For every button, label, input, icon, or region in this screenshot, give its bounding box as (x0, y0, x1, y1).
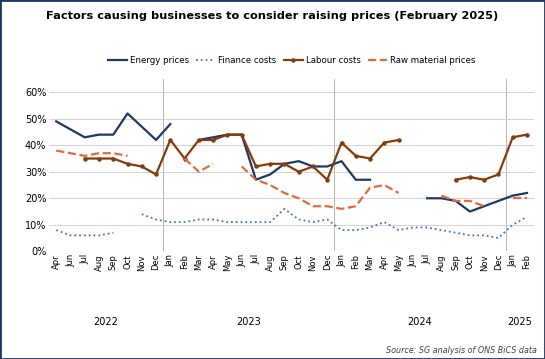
Text: 2025: 2025 (507, 317, 532, 327)
Text: 2024: 2024 (408, 317, 432, 327)
Text: Factors causing businesses to consider raising prices (February 2025): Factors causing businesses to consider r… (46, 11, 499, 21)
Text: 2023: 2023 (237, 317, 261, 327)
Text: 2022: 2022 (94, 317, 119, 327)
Legend: Energy prices, Finance costs, Labour costs, Raw material prices: Energy prices, Finance costs, Labour cos… (104, 52, 479, 68)
Text: Source: SG analysis of ONS BiCS data: Source: SG analysis of ONS BiCS data (386, 346, 537, 355)
